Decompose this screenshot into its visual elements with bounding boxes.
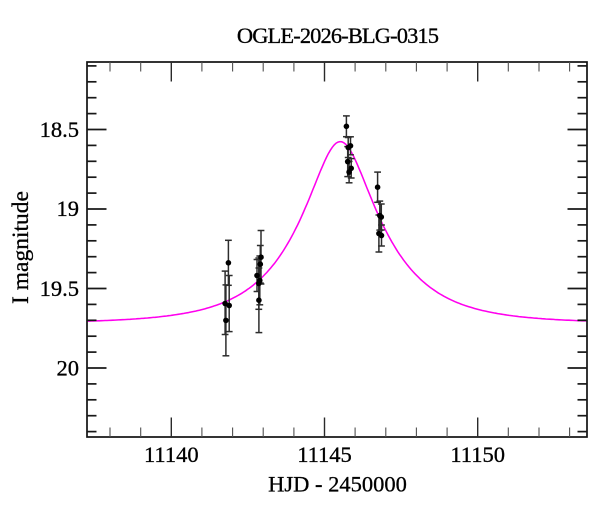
svg-text:18.5: 18.5 [40,117,79,142]
svg-text:19.5: 19.5 [40,276,79,301]
svg-text:11145: 11145 [297,442,352,467]
svg-text:19: 19 [57,196,80,221]
svg-text:20: 20 [57,355,80,380]
svg-text:I magnitude: I magnitude [8,191,34,304]
svg-text:11140: 11140 [144,442,199,467]
svg-text:11150: 11150 [450,442,505,467]
svg-text:HJD - 2450000: HJD - 2450000 [268,472,407,497]
svg-text:OGLE-2026-BLG-0315: OGLE-2026-BLG-0315 [237,23,439,48]
